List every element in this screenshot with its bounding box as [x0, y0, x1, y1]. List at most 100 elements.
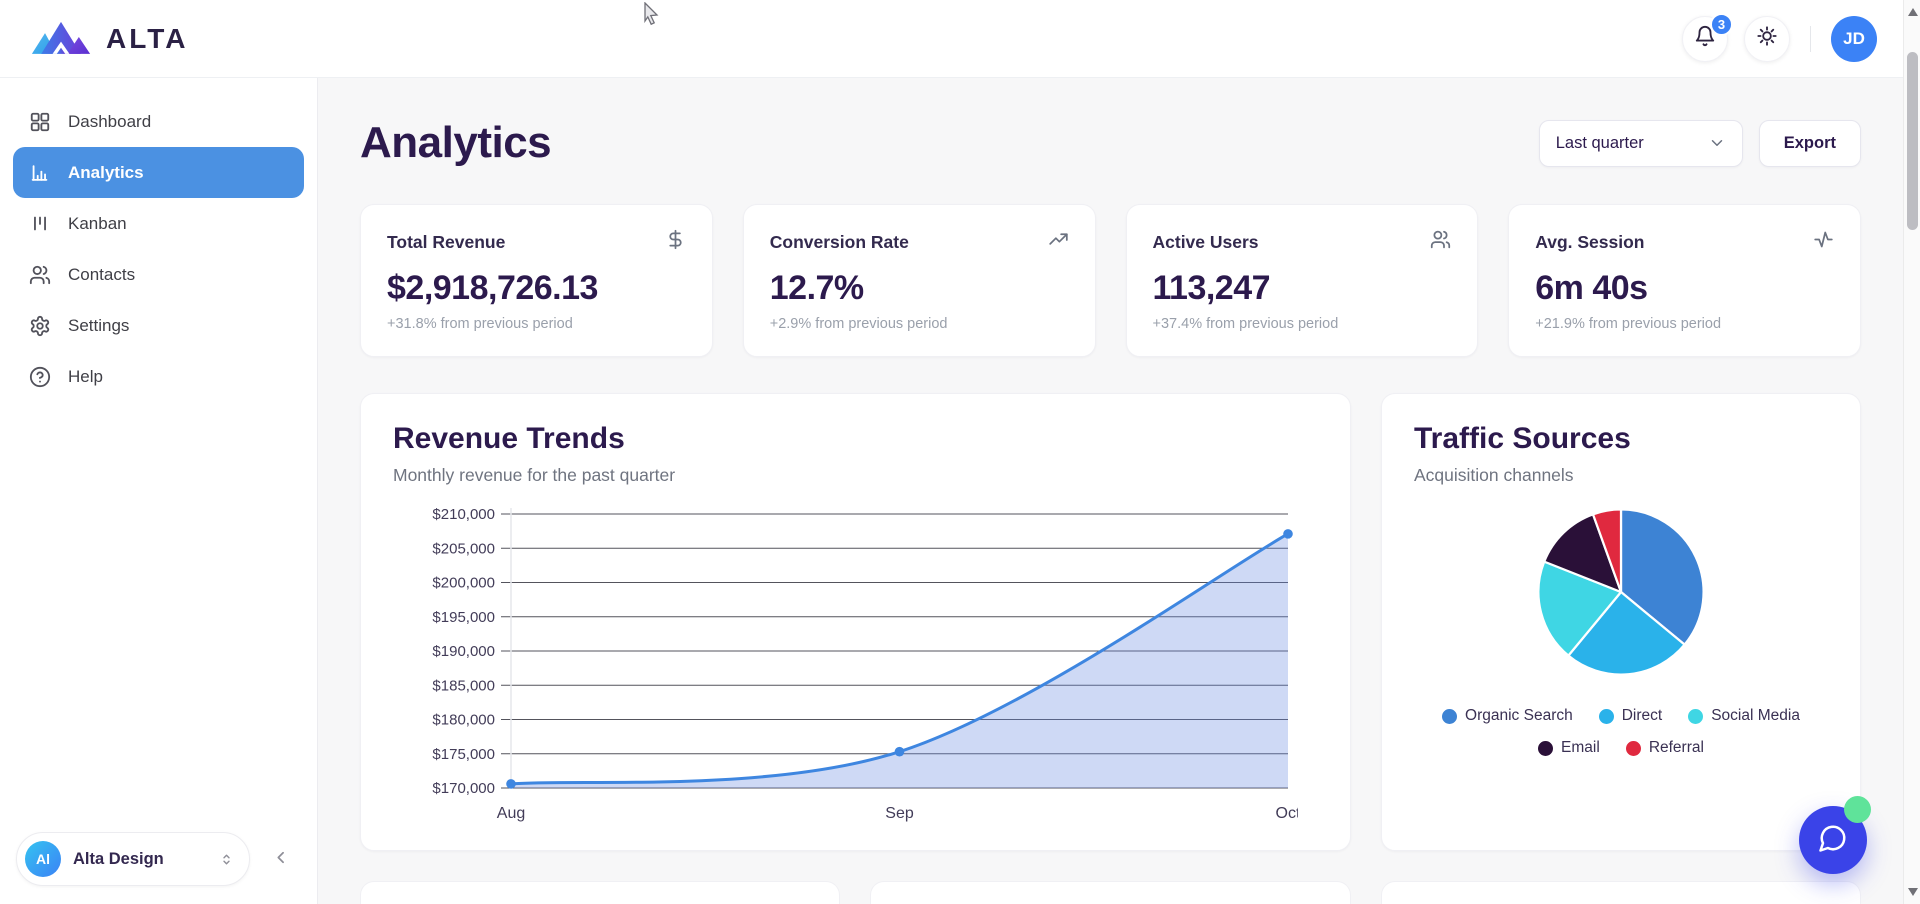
legend-color-dot — [1598, 708, 1614, 724]
brand[interactable]: ALTA — [30, 14, 189, 63]
sidebar-item-help[interactable]: Help — [13, 351, 304, 402]
legend-label: Referral — [1648, 739, 1704, 756]
workspace-name: Alta Design — [73, 849, 164, 868]
legend-label: Direct — [1621, 707, 1663, 724]
header-divider — [1810, 25, 1811, 52]
legend-item-email: Email — [1538, 739, 1600, 757]
date-range-value: Last quarter — [1555, 133, 1644, 152]
card-partial — [1380, 881, 1861, 904]
main-content: Analytics Last quarter Export Total Reve… — [318, 78, 1903, 904]
pie-slice-referral[interactable] — [1591, 508, 1623, 594]
legend-color-dot — [1625, 740, 1641, 756]
stat-value: 113,247 — [1152, 269, 1271, 307]
sidebar-nav: Dashboard Analytics Kanban Contacts Settings… — [13, 96, 304, 402]
sun-icon — [1756, 25, 1778, 52]
dollar-icon — [665, 229, 686, 255]
pie-slice-organic-search[interactable] — [1619, 508, 1705, 646]
date-range-select[interactable]: Last quarter — [1538, 119, 1743, 167]
legend-color-dot — [1688, 708, 1704, 724]
svg-text:$205,000: $205,000 — [432, 540, 495, 557]
sidebar-item-label: Contacts — [68, 264, 136, 284]
legend-color-dot — [1442, 708, 1458, 724]
page-controls: Last quarter Export — [1538, 119, 1861, 167]
scroll-up-arrow[interactable] — [1907, 8, 1918, 16]
stat-label: Avg. Session — [1535, 231, 1645, 252]
stat-value: 12.7% — [769, 269, 864, 307]
charts-row: Revenue Trends Monthly revenue for the p… — [360, 393, 1861, 851]
svg-text:Oct: Oct — [1276, 805, 1298, 822]
users-icon — [28, 263, 52, 287]
brand-name: ALTA — [106, 22, 189, 54]
legend-row: Email Referral — [1538, 739, 1704, 757]
svg-text:Sep: Sep — [885, 805, 914, 822]
sidebar-item-label: Dashboard — [68, 111, 152, 131]
stat-card-active-users: Active Users 113,247 +37.4% from previous … — [1125, 204, 1479, 357]
notifications-button[interactable]: 3 — [1682, 12, 1733, 62]
notification-count-badge: 3 — [1710, 12, 1733, 36]
legend-item-direct: Direct — [1598, 707, 1663, 725]
pie-slice-social-media[interactable] — [1537, 560, 1623, 657]
scrollbar-thumb[interactable] — [1907, 52, 1918, 230]
svg-text:$170,000: $170,000 — [432, 780, 495, 797]
users-icon — [1430, 229, 1451, 255]
kanban-icon — [28, 212, 52, 236]
scrollbar[interactable] — [1903, 0, 1920, 904]
bell-icon — [1694, 25, 1716, 52]
workspace-row: Al Alta Design — [16, 832, 301, 886]
workspace-switcher[interactable]: Al Alta Design — [16, 832, 250, 886]
chevron-left-icon — [272, 848, 291, 870]
stat-card-total-revenue: Total Revenue $2,918,726.13 +31.8% from pr… — [360, 204, 713, 357]
scroll-down-arrow[interactable] — [1907, 888, 1918, 896]
pie-slice-direct[interactable] — [1567, 590, 1686, 676]
theme-toggle-button[interactable] — [1744, 15, 1790, 62]
stat-label: Conversion Rate — [769, 231, 909, 252]
user-avatar[interactable]: JD — [1831, 15, 1877, 62]
stat-value: $2,918,726.13 — [387, 269, 598, 307]
chevrons-up-down-icon — [218, 851, 235, 868]
sidebar-item-label: Analytics — [68, 162, 144, 182]
export-button[interactable]: Export — [1758, 119, 1861, 167]
page-header: Analytics Last quarter Export — [360, 118, 1861, 168]
traffic-sources-subtitle: Acquisition channels — [1414, 465, 1574, 485]
stat-label: Active Users — [1152, 231, 1259, 252]
chat-bubble-icon — [1818, 823, 1848, 858]
stat-change: +2.9% from previous period — [769, 316, 948, 332]
svg-text:$195,000: $195,000 — [432, 609, 495, 626]
page-title: Analytics — [360, 118, 552, 167]
sidebar-item-kanban[interactable]: Kanban — [13, 198, 304, 249]
svg-text:$180,000: $180,000 — [432, 712, 495, 729]
stat-change: +31.8% from previous period — [387, 316, 573, 332]
legend-item-referral: Referral — [1625, 739, 1704, 757]
revenue-trends-chart: $170,000 $175,000 $180,000 $185,000 $190,000… — [393, 500, 1318, 837]
legend-row: Organic Search Direct Social Media — [1442, 707, 1800, 725]
sidebar-item-analytics[interactable]: Analytics — [13, 147, 304, 198]
sidebar-item-label: Settings — [68, 315, 130, 335]
sidebar-item-dashboard[interactable]: Dashboard — [13, 96, 304, 147]
sidebar-collapse-button[interactable] — [264, 842, 298, 876]
gear-icon — [28, 314, 52, 338]
pie-slice-email[interactable] — [1543, 513, 1623, 594]
traffic-sources-legend: Organic Search Direct Social Media Email Ref… — [1442, 707, 1800, 757]
card-partial — [360, 881, 841, 904]
svg-text:$210,000: $210,000 — [432, 506, 495, 523]
svg-text:Aug: Aug — [497, 805, 525, 822]
stat-card-conversion-rate: Conversion Rate 12.7% +2.9% from previous … — [742, 204, 1096, 357]
svg-text:$190,000: $190,000 — [432, 643, 495, 660]
activity-icon — [1813, 229, 1834, 255]
legend-label: Email — [1561, 739, 1600, 756]
chevron-down-icon — [1708, 134, 1726, 152]
traffic-sources-pie-chart — [1535, 506, 1707, 683]
workspace-avatar: Al — [25, 841, 61, 877]
legend-label: Social Media — [1711, 707, 1800, 724]
sidebar-item-label: Kanban — [68, 213, 127, 233]
alta-logo-icon — [30, 14, 92, 63]
traffic-sources-title: Traffic Sources — [1414, 422, 1631, 455]
sidebar-item-settings[interactable]: Settings — [13, 300, 304, 351]
sidebar-item-label: Help — [68, 366, 103, 386]
legend-label: Organic Search — [1465, 707, 1573, 724]
chat-button[interactable] — [1799, 796, 1871, 874]
svg-text:$185,000: $185,000 — [432, 677, 495, 694]
sidebar-item-contacts[interactable]: Contacts — [13, 249, 304, 300]
dashboard-grid-icon — [28, 110, 52, 134]
